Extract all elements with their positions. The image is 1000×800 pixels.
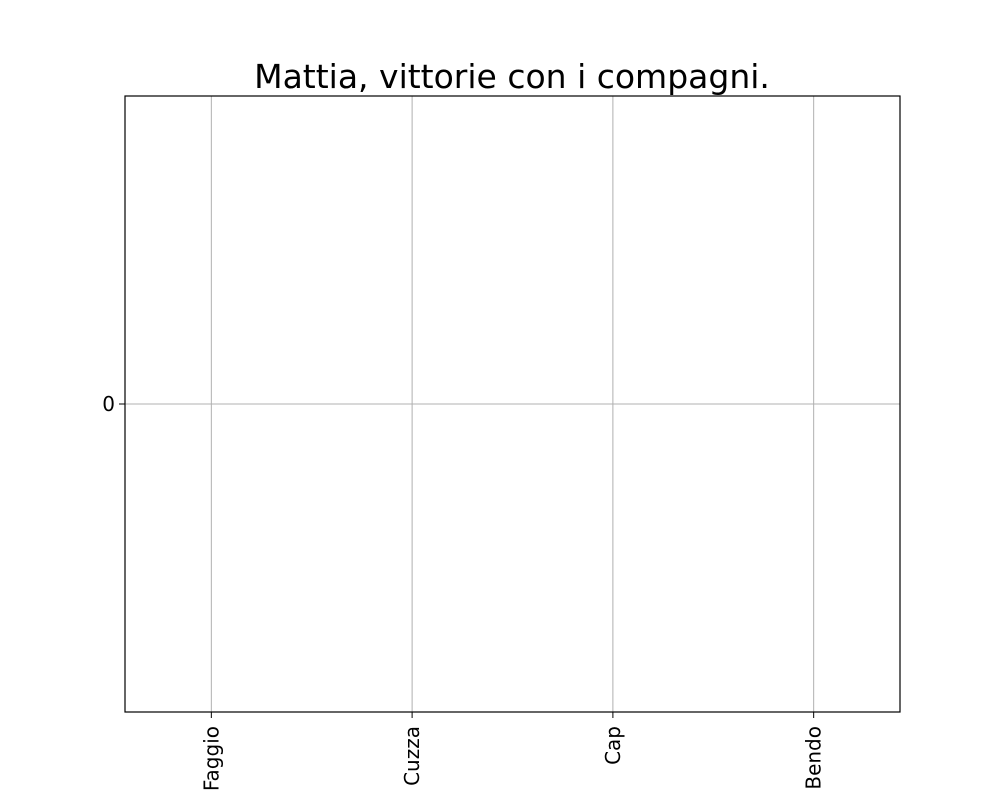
x-tick-label: Cap bbox=[601, 726, 625, 765]
y-axis-ticks: 0 bbox=[102, 392, 125, 416]
x-tick-label: Faggio bbox=[199, 726, 223, 791]
x-tick-label: Cuzza bbox=[400, 726, 424, 786]
x-tick-label: Bendo bbox=[802, 726, 826, 790]
y-tick-label: 0 bbox=[102, 392, 115, 416]
grid bbox=[125, 96, 900, 712]
chart-title: Mattia, vittorie con i compagni. bbox=[254, 57, 770, 96]
x-axis-ticks: Faggio Cuzza Cap Bendo bbox=[199, 712, 826, 791]
